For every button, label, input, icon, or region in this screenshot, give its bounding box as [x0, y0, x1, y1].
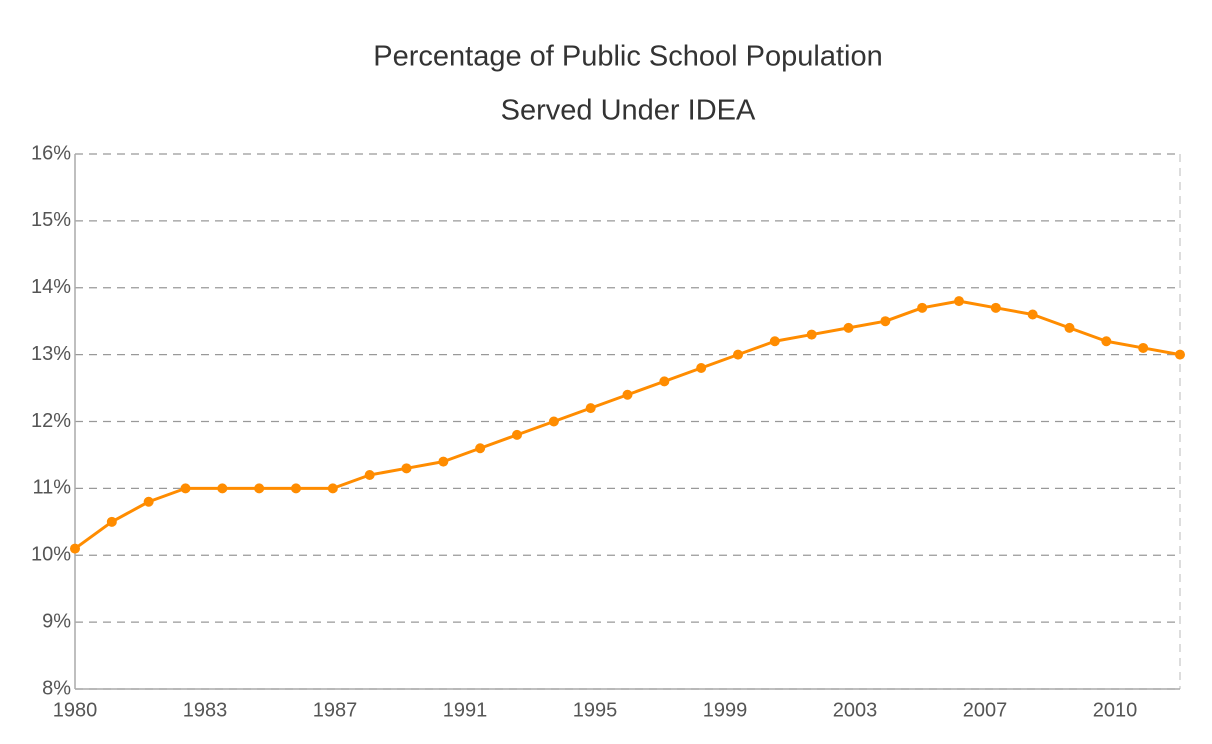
point — [917, 302, 928, 313]
y-tick-label: 15% — [31, 209, 71, 231]
point — [548, 416, 559, 427]
point — [143, 496, 154, 507]
line — [74, 299, 1181, 550]
x-tick-label: 1991 — [443, 699, 488, 721]
y-tick-label: 10% — [31, 544, 71, 566]
point — [1064, 322, 1075, 333]
point — [954, 296, 964, 307]
point — [327, 483, 338, 494]
y-tick-label: 16% — [31, 142, 71, 164]
point — [475, 443, 486, 454]
x-tick-label: 2007 — [963, 699, 1008, 721]
x-tick-label: 1980 — [53, 699, 98, 721]
point — [1027, 309, 1038, 320]
y-tick-label: 12% — [31, 410, 71, 432]
x-tick-label: 1995 — [573, 699, 618, 721]
point — [659, 376, 670, 387]
point — [106, 516, 117, 527]
chart-title: Percentage of Public School Population — [373, 41, 882, 73]
point — [512, 429, 522, 440]
y-tick-label: 8% — [42, 677, 71, 699]
point — [769, 336, 780, 347]
point — [990, 302, 1001, 313]
x-tick-label: 2003 — [833, 699, 878, 721]
y-tick-label: 13% — [31, 343, 71, 365]
point — [438, 456, 449, 467]
y-tick-label: 9% — [42, 610, 71, 632]
point — [401, 463, 412, 474]
point — [733, 349, 743, 360]
point — [364, 470, 375, 480]
point — [880, 316, 891, 327]
point — [291, 483, 301, 494]
point — [1175, 349, 1185, 360]
point — [70, 543, 80, 554]
point — [585, 403, 596, 414]
point — [843, 322, 854, 333]
x-tick-label: 1999 — [703, 699, 748, 721]
point — [254, 483, 265, 494]
point — [180, 483, 191, 494]
point — [696, 363, 707, 373]
y-tick-label: 14% — [31, 276, 71, 298]
point — [806, 329, 817, 340]
x-tick-label: 1987 — [313, 699, 358, 721]
point — [1101, 336, 1112, 347]
y-tick-label: 11% — [32, 477, 71, 499]
x-tick-label: 2010 — [1093, 699, 1138, 721]
x-tick-label: 1983 — [183, 699, 228, 721]
chart-title: Served Under IDEA — [501, 95, 756, 127]
point — [217, 483, 228, 494]
point — [622, 389, 633, 400]
point — [1138, 342, 1149, 353]
